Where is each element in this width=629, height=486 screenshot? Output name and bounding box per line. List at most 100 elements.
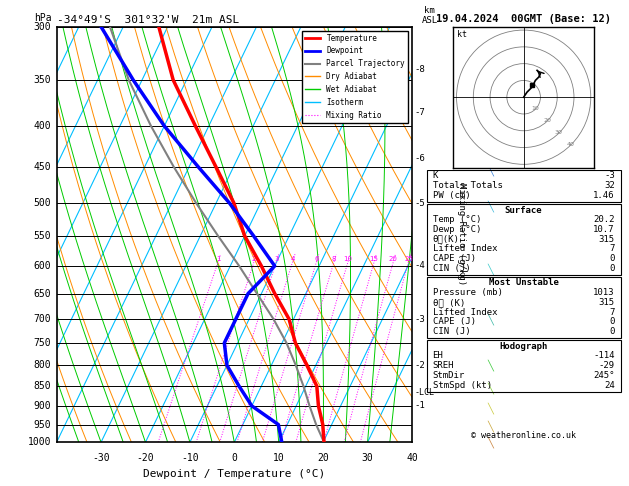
Text: Temp (°C): Temp (°C): [433, 215, 481, 224]
Text: ╲: ╲: [487, 263, 493, 275]
Text: 1.46: 1.46: [593, 191, 615, 200]
Text: 0: 0: [610, 317, 615, 326]
Text: 40: 40: [567, 142, 574, 147]
Text: 0: 0: [231, 452, 237, 463]
Text: EH: EH: [433, 351, 443, 361]
Text: -5: -5: [415, 199, 426, 208]
Text: 40: 40: [406, 452, 418, 463]
Text: ╲: ╲: [487, 201, 493, 212]
Text: Surface: Surface: [505, 206, 542, 214]
Bar: [426, 340, 621, 392]
Text: K: K: [433, 172, 438, 180]
Text: 2: 2: [252, 256, 256, 262]
Text: 10.7: 10.7: [593, 225, 615, 234]
Text: 0: 0: [610, 254, 615, 263]
Text: 10: 10: [273, 452, 284, 463]
Text: 7: 7: [610, 244, 615, 253]
Text: -7: -7: [415, 108, 426, 117]
Text: ╲: ╲: [487, 32, 493, 44]
Text: ╲: ╲: [487, 116, 493, 127]
Bar: [426, 204, 621, 275]
Text: 700: 700: [34, 314, 52, 324]
Text: 300: 300: [34, 22, 52, 32]
Text: 550: 550: [34, 231, 52, 241]
Text: 7: 7: [610, 308, 615, 316]
Text: 3: 3: [274, 256, 279, 262]
Text: 900: 900: [34, 401, 52, 411]
Text: -2: -2: [415, 361, 426, 370]
Text: -4: -4: [415, 261, 426, 270]
Text: 950: 950: [34, 419, 52, 430]
Text: Totals Totals: Totals Totals: [433, 181, 503, 190]
Text: 6: 6: [314, 256, 319, 262]
Text: CIN (J): CIN (J): [433, 264, 470, 273]
Text: Pressure (mb): Pressure (mb): [433, 288, 503, 297]
Text: 400: 400: [34, 121, 52, 131]
Text: -29: -29: [599, 361, 615, 370]
Text: ╲: ╲: [487, 402, 493, 414]
Text: -34°49'S  301°32'W  21m ASL: -34°49'S 301°32'W 21m ASL: [57, 15, 239, 25]
Text: ╲: ╲: [487, 420, 493, 432]
Text: Mixing Ratio (g/kg): Mixing Ratio (g/kg): [457, 183, 466, 286]
Text: ╲: ╲: [487, 436, 493, 448]
Text: 1: 1: [216, 256, 220, 262]
Text: © weatheronline.co.uk: © weatheronline.co.uk: [471, 431, 576, 439]
Text: 315: 315: [599, 235, 615, 243]
Text: 20: 20: [543, 118, 551, 123]
Text: 8: 8: [331, 256, 337, 262]
Text: -20: -20: [136, 452, 154, 463]
Text: 30: 30: [362, 452, 374, 463]
Text: ╲: ╲: [487, 313, 493, 325]
Text: -3: -3: [604, 172, 615, 180]
Text: 32: 32: [604, 181, 615, 190]
Text: -1: -1: [415, 401, 426, 410]
Text: 20: 20: [389, 256, 398, 262]
Text: 10: 10: [343, 256, 352, 262]
Text: 1013: 1013: [593, 288, 615, 297]
Text: -LCL: -LCL: [415, 388, 435, 397]
Text: 30: 30: [555, 130, 563, 135]
Bar: [426, 170, 621, 202]
Legend: Temperature, Dewpoint, Parcel Trajectory, Dry Adiabat, Wet Adiabat, Isotherm, Mi: Temperature, Dewpoint, Parcel Trajectory…: [302, 31, 408, 122]
Text: Lifted Index: Lifted Index: [433, 308, 497, 316]
Text: -30: -30: [92, 452, 110, 463]
Text: 500: 500: [34, 198, 52, 208]
Text: Dewpoint / Temperature (°C): Dewpoint / Temperature (°C): [143, 469, 325, 479]
Text: 20.2: 20.2: [593, 215, 615, 224]
Text: -6: -6: [415, 155, 426, 163]
Text: 1000: 1000: [28, 437, 52, 447]
Text: PW (cm): PW (cm): [433, 191, 470, 200]
Text: StmDir: StmDir: [433, 371, 465, 380]
Text: 850: 850: [34, 381, 52, 391]
Text: 600: 600: [34, 261, 52, 271]
Text: 10: 10: [532, 106, 539, 111]
Text: Lifted Index: Lifted Index: [433, 244, 497, 253]
Text: ╲: ╲: [487, 360, 493, 371]
Text: CIN (J): CIN (J): [433, 327, 470, 336]
Text: Dewp (°C): Dewp (°C): [433, 225, 481, 234]
Text: 800: 800: [34, 360, 52, 370]
Text: CAPE (J): CAPE (J): [433, 254, 476, 263]
Text: θᴇ(K): θᴇ(K): [433, 235, 459, 243]
Text: 19.04.2024  00GMT (Base: 12): 19.04.2024 00GMT (Base: 12): [436, 14, 611, 24]
Text: θᴇ (K): θᴇ (K): [433, 298, 465, 307]
Text: -10: -10: [181, 452, 199, 463]
Text: 0: 0: [610, 264, 615, 273]
Text: 650: 650: [34, 289, 52, 298]
Text: StmSpd (kt): StmSpd (kt): [433, 381, 492, 390]
Text: 0: 0: [610, 327, 615, 336]
Text: Hodograph: Hodograph: [499, 342, 548, 351]
Text: 315: 315: [599, 298, 615, 307]
Text: -8: -8: [415, 66, 426, 74]
Text: ╲: ╲: [487, 382, 493, 394]
Text: 350: 350: [34, 75, 52, 85]
Text: Most Unstable: Most Unstable: [489, 278, 559, 287]
Text: 750: 750: [34, 338, 52, 348]
Text: 25: 25: [404, 256, 413, 262]
Text: -114: -114: [593, 351, 615, 361]
Text: km
ASL: km ASL: [421, 6, 438, 25]
Text: hPa: hPa: [34, 13, 52, 22]
Text: ╲: ╲: [487, 79, 493, 91]
Text: 24: 24: [604, 381, 615, 390]
Text: 20: 20: [317, 452, 329, 463]
